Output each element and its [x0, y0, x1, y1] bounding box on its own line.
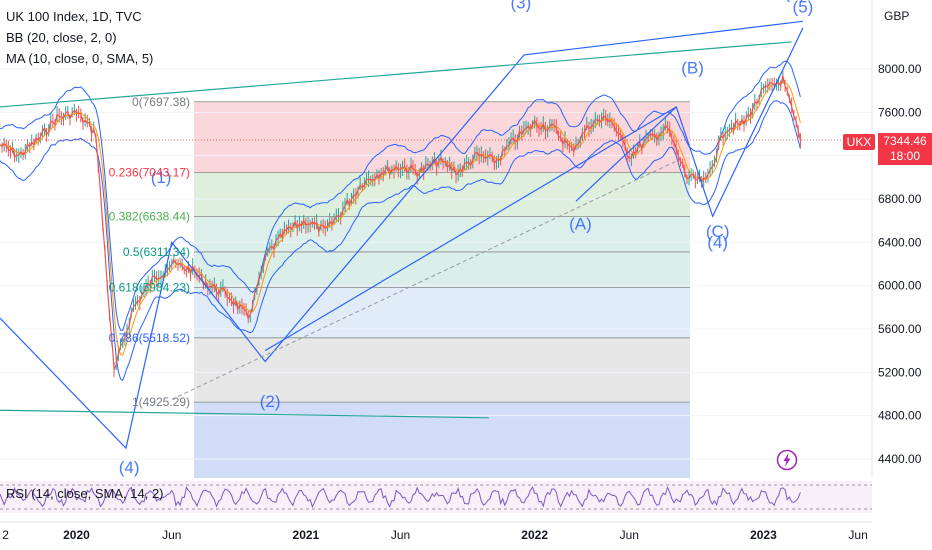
time-tick-label: Jun: [620, 528, 639, 542]
price-line: [0, 75, 801, 370]
fib-band: [194, 216, 690, 252]
gridlines: [0, 68, 872, 460]
last-price-badge: 7344.46 18:00: [878, 133, 932, 165]
wave-label: (4): [707, 233, 728, 252]
fibonacci-retracement[interactable]: [194, 101, 690, 478]
time-axis[interactable]: 2 2020 Jun 2021 Jun 2022 Jun 2023 Jun: [0, 521, 872, 542]
fib-level-label: 1(4925.29): [132, 395, 190, 409]
time-tick-label: Jun: [391, 528, 410, 542]
wave-label: (1): [151, 168, 172, 187]
price-tick-label: 6400.00: [878, 235, 922, 249]
price-series: [0, 70, 872, 378]
fib-level-label: 0.382(6638.44): [109, 210, 190, 224]
price-tick-label: 5200.00: [878, 365, 922, 379]
legend-moving-average[interactable]: MA (10, close, 0, SMA, 5): [6, 51, 154, 66]
wave-label: (A): [569, 214, 592, 233]
abc-correction-path: [575, 27, 804, 218]
projection-dashed-line: [171, 160, 677, 400]
fib-level-label: 0.236(7043.17): [109, 166, 190, 180]
bb-lower-band: [0, 100, 801, 382]
price-tick-label: 5600.00: [878, 322, 922, 336]
wave-label: (B): [681, 58, 704, 77]
wave-labels: (1)(2)(3)(4)(5)(5)(A)(B)(C)(4): [119, 0, 814, 477]
currency-label: GBP: [884, 9, 910, 23]
time-tick-label: 2023: [750, 528, 777, 542]
wave-label: (2): [260, 392, 281, 411]
fib-level-label: 0(7697.38): [132, 95, 190, 109]
wave-label: (C): [706, 222, 730, 241]
wave-label: (3): [510, 0, 531, 12]
time-tick-label: 2021: [293, 528, 320, 542]
fib-level-label: 0.618(5984.23): [109, 280, 190, 294]
legend-symbol[interactable]: UK 100 Index, 1D, TVC: [6, 9, 142, 24]
wave-label: (5): [793, 0, 814, 17]
bar-countdown: 18:00: [889, 149, 921, 163]
wave-count-path: [0, 20, 804, 450]
legend-bollinger[interactable]: BB (20, close, 2, 0): [6, 30, 117, 45]
price-tick-label: 8000.00: [878, 62, 922, 76]
time-tick-label: 2: [2, 528, 9, 542]
fibonacci-labels: 0(7697.38) 0.236(7043.17) 0.382(6638.44) 0.…: [109, 95, 190, 409]
fib-band: [194, 402, 690, 478]
wave-label: (4): [119, 458, 140, 477]
trendline-upper: [0, 41, 792, 108]
symbol-badge: UKX: [843, 134, 875, 150]
fib-band: [194, 251, 690, 288]
rsi-label: RSI (14, close, SMA, 14, 2): [6, 486, 164, 501]
fib-band: [194, 172, 690, 217]
time-tick-label: Jun: [848, 528, 867, 542]
fib-level-label: 0.5(6311.34): [123, 245, 190, 259]
price-tick-label: 7600.00: [878, 105, 922, 119]
trendline-lower: [0, 409, 489, 419]
fib-band: [194, 287, 690, 338]
price-tick-label: 6000.00: [878, 279, 922, 293]
lightning-bolt-icon[interactable]: [776, 449, 798, 471]
price-tick-label: 6800.00: [878, 192, 922, 206]
price-tick-label: 4400.00: [878, 452, 922, 466]
chart-legend: UK 100 Index, 1D, TVC BB (20, close, 2, …: [6, 6, 153, 69]
time-tick-label: 2020: [63, 528, 90, 542]
elliott-wave-drawings[interactable]: [0, 20, 804, 450]
time-tick-label: Jun: [162, 528, 181, 542]
fib-level-label: 0.786(5518.52): [109, 331, 190, 345]
price-tick-label: 4800.00: [878, 409, 922, 423]
wave-label: (5): [784, 0, 805, 3]
last-price-value: 7344.46: [883, 134, 927, 148]
time-tick-label: 2022: [521, 528, 548, 542]
price-axis[interactable]: 4400.00 4800.00 5200.00 5600.00 6000.00 6400.…: [871, 0, 922, 478]
rsi-line: [0, 485, 801, 509]
rsi-pane[interactable]: RSI (14, close, SMA, 14, 2): [0, 481, 872, 513]
channel-line: [264, 106, 677, 352]
